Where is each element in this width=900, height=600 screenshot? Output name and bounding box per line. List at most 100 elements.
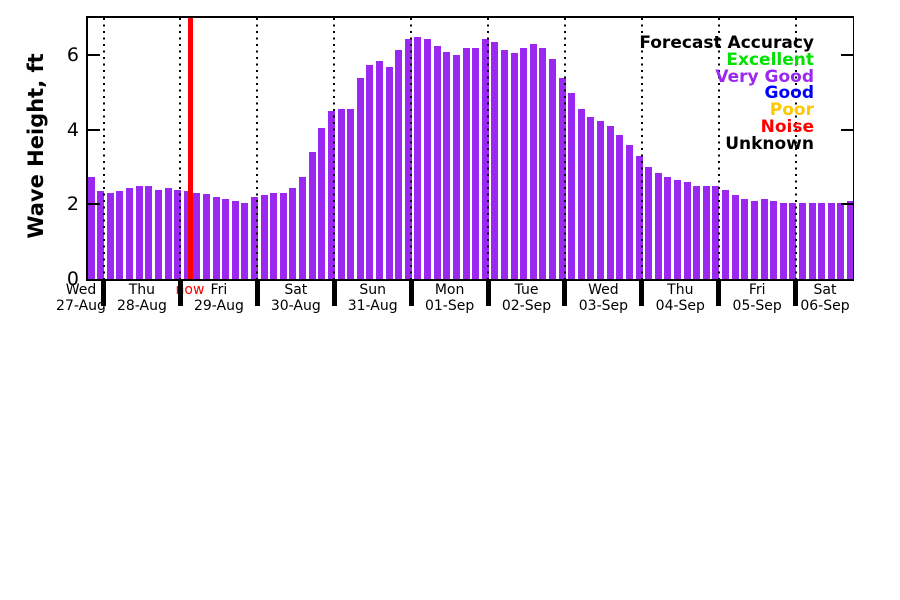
y-axis-tick (88, 203, 100, 206)
y-axis-tick (841, 128, 853, 131)
wave-bar (366, 64, 374, 279)
wave-bar (789, 202, 797, 279)
day-gridline (717, 18, 720, 279)
wave-bar (385, 66, 393, 279)
day-boundary-tick (177, 280, 183, 306)
day-name: Thu (128, 282, 156, 298)
wave-bar (472, 47, 480, 279)
day-name: Sun (359, 282, 386, 298)
x-axis-day-label: Fri 05-Sep (711, 282, 803, 314)
legend-item: Very Good (715, 66, 814, 87)
y-tick-label: 6 (66, 44, 79, 67)
x-axis-day-label: Tue 02-Sep (481, 282, 573, 314)
wave-bar (664, 176, 672, 279)
y-axis-tick (841, 54, 853, 57)
x-axis-day-label: Sun 31-Aug (327, 282, 419, 314)
x-axis-day-label: Wed 03-Sep (557, 282, 649, 314)
wave-bar (500, 49, 508, 279)
day-name: Sat (284, 282, 308, 298)
wave-bar (549, 59, 556, 279)
wave-bar (376, 60, 383, 279)
day-boundary-tick (408, 280, 414, 306)
y-tick-label: 2 (66, 193, 79, 216)
wave-bar (222, 198, 230, 279)
legend-item: Poor (769, 100, 814, 121)
x-axis-day-label: Fri 29-Aug (173, 282, 265, 314)
wave-bar (597, 120, 604, 279)
wave-bar (145, 185, 153, 279)
day-boundary-tick (485, 280, 491, 306)
day-gridline (640, 18, 643, 279)
day-boundary-tick (254, 280, 260, 306)
day-boundary-tick (639, 280, 645, 306)
day-date: 28-Aug (116, 297, 167, 314)
wave-bar (712, 185, 720, 279)
x-axis-day-label: Sat 30-Aug (250, 282, 342, 314)
wave-bar (270, 193, 278, 279)
wave-bar (577, 109, 585, 279)
plot-area (86, 16, 854, 281)
now-line (188, 18, 193, 279)
day-gridline (487, 18, 489, 279)
legend-title: Forecast Accuracy (639, 33, 814, 53)
day-name: Sat (813, 282, 837, 298)
legend: Forecast Accuracy Excellent Very Good Good… (639, 35, 814, 153)
day-boundary-tick (562, 280, 568, 306)
wave-bar (510, 53, 518, 279)
wave-bar (741, 198, 749, 279)
day-date: 31-Aug (347, 297, 398, 314)
day-boundary-tick (716, 280, 722, 306)
wave-bar (327, 111, 335, 279)
wave-bar (279, 193, 287, 279)
wave-bar (827, 202, 835, 279)
wave-bar (760, 198, 768, 279)
wave-bar (154, 189, 162, 279)
day-name: Wed (65, 282, 97, 298)
wave-bar (750, 200, 758, 279)
wave-bar (568, 92, 576, 279)
wave-bar (798, 202, 806, 279)
day-boundary-tick (101, 280, 106, 306)
wave-bar (779, 202, 787, 279)
wave-bar (702, 185, 710, 279)
wave-bar (97, 191, 105, 279)
wave-bar (241, 202, 249, 279)
wave-bar (116, 191, 124, 279)
day-name: Fri (210, 282, 228, 298)
wave-bar (443, 51, 451, 279)
wave-bar (606, 126, 614, 279)
wave-bar (356, 77, 364, 279)
wave-bar (433, 46, 441, 279)
wave-bar (587, 116, 595, 279)
wave-bar (462, 47, 470, 279)
wave-bar (88, 176, 95, 279)
x-axis-day-label: Thu 04-Sep (634, 282, 726, 314)
day-date: 27-Aug (56, 297, 106, 314)
wave-bar (818, 202, 826, 279)
wave-bar (529, 44, 537, 279)
wave-bar (616, 135, 624, 279)
wave-bar (558, 77, 566, 279)
wave-bar (126, 187, 133, 279)
wave-bar (347, 109, 355, 279)
wave-bar (645, 167, 653, 279)
day-date: 04-Sep (655, 297, 705, 314)
wave-bar (654, 172, 662, 279)
wave-bar (193, 193, 201, 279)
wave-bar (722, 189, 729, 279)
wave-bar (847, 200, 853, 279)
day-gridline (256, 18, 259, 279)
day-boundary-tick (793, 280, 799, 306)
day-name: Mon (434, 282, 465, 298)
day-gridline (333, 18, 336, 279)
legend-item: Unknown (725, 133, 814, 154)
wave-bar (520, 47, 528, 279)
wave-bar (625, 144, 633, 279)
wave-bar (635, 156, 643, 279)
wave-bar (164, 187, 172, 279)
legend-item: Good (764, 83, 814, 104)
day-gridline (179, 18, 182, 279)
legend-item: Noise (760, 116, 814, 137)
x-axis-day-label: Wed 27-Aug (35, 282, 127, 314)
